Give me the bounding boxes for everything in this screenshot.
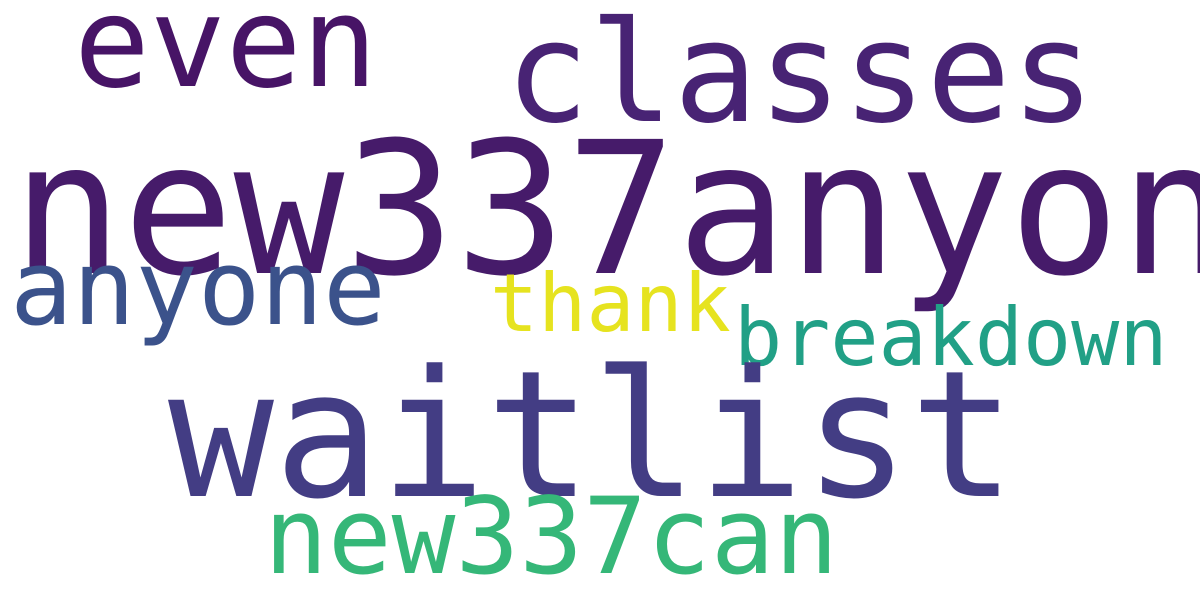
word-even: even [74,0,378,116]
word-waitlist: waitlist [168,333,1016,538]
word-new337can: new337can [264,475,839,598]
word-new337anyone: new337anyone [12,103,1200,317]
word-thank: thank [490,257,731,350]
word-anyone: anyone [10,227,386,349]
word-classes: classes [505,0,1096,155]
word-breakdown: breakdown [734,291,1168,384]
